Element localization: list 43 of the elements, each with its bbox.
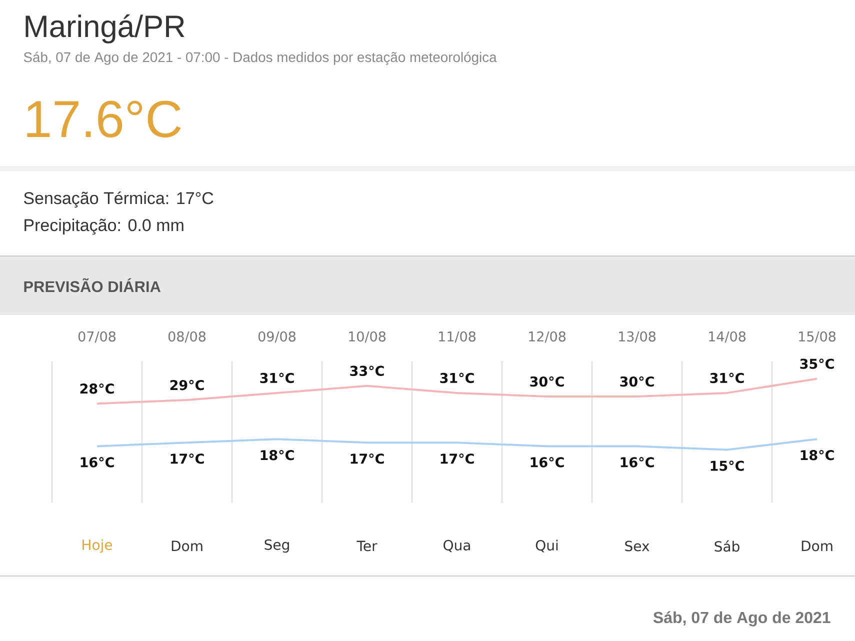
x-tick-label: 14/08: [709, 331, 746, 343]
text: Sáb: [714, 540, 740, 552]
text: Precipitação: 0.0 mm: [24, 218, 184, 235]
x-tick-label: 13/08: [619, 331, 656, 343]
x-tick-label: 09/08: [258, 331, 296, 343]
text: 17.6°C: [27, 100, 181, 138]
data-label: 31°C: [440, 372, 474, 384]
data-label: 16°C: [620, 457, 654, 468]
x-tick-label: 15/08: [799, 331, 836, 343]
data-label: 17°C: [350, 453, 384, 464]
text: Dom: [172, 540, 202, 552]
data-label: 33°C: [350, 366, 384, 376]
text: Qui: [536, 540, 558, 552]
data-label: 17°C: [440, 453, 474, 464]
data-label: 35°C: [800, 358, 834, 369]
x-tick-label: 12/08: [529, 331, 566, 343]
text: Seg: [264, 539, 289, 553]
text: Sensação Térmica: 17°C: [24, 191, 214, 208]
data-label: 28°C: [80, 383, 114, 394]
x-tick-label: 10/08: [349, 331, 386, 343]
data-label: 31°C: [260, 372, 294, 384]
x-tick-label: 11/08: [439, 331, 476, 343]
text: PREVISÃO DIÁRIA: [24, 278, 161, 292]
chart-title: Maringá/PR: [26, 14, 184, 44]
text: Dom: [802, 540, 832, 552]
data-label: 18°C: [260, 450, 294, 460]
data-label: 18°C: [800, 450, 834, 460]
data-label: 17°C: [170, 453, 204, 464]
text: Ter: [356, 540, 378, 552]
data-label: 16°C: [530, 457, 564, 468]
text: Qua: [444, 540, 470, 552]
x-tick-label: 08/08: [168, 331, 206, 343]
x-tick-label: 07/08: [78, 331, 116, 343]
data-label: 30°C: [530, 376, 564, 387]
data-label: 31°C: [710, 372, 744, 384]
text: Sex: [625, 540, 650, 552]
chart-subtitle: Sáb, 07 de Ago de 2021 - 07:00 - Dados medidos por estação meteorológica: [24, 52, 497, 65]
text: Sáb, 07 de Ago de 2021: [653, 611, 830, 626]
data-label: 15°C: [710, 460, 744, 471]
text: Hoje: [82, 539, 112, 553]
data-label: 30°C: [620, 376, 654, 387]
data-label: 16°C: [80, 457, 114, 468]
data-label: 29°C: [170, 380, 204, 390]
